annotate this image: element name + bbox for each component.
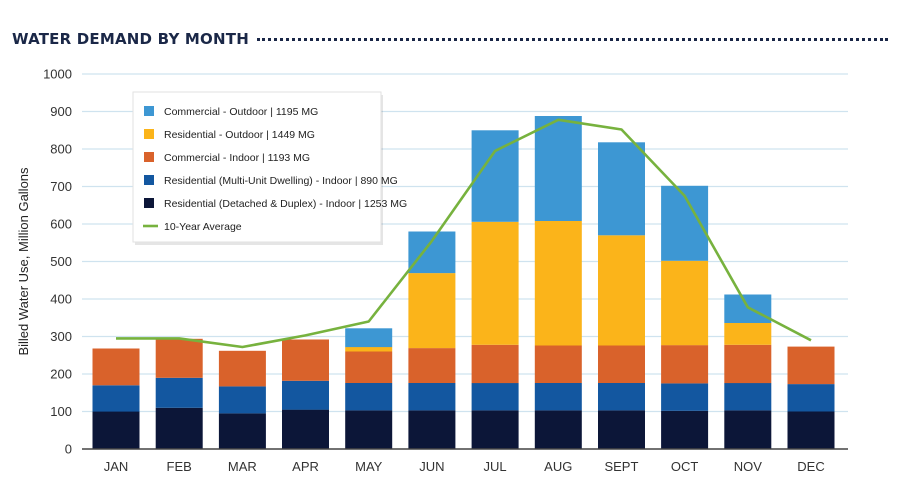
bar-oct-series-3 [661,260,709,346]
chart-title: WATER DEMAND BY MONTH [12,30,249,48]
axes: 0 100 200 300 400 500 600 700 800 900 1000 JAN FEB MA… [16,67,848,474]
legend-swatch-series-4 [144,106,154,116]
x-tick-label-aug: AUG [544,459,572,474]
y-tick-label-1000: 1000 [43,67,72,82]
bar-jun-series-3 [408,273,456,349]
bar-aug-series-4 [534,116,582,221]
x-tick-label-oct: OCT [671,459,699,474]
bar-sept-series-1 [598,383,645,411]
legend-label-average: 10-Year Average [164,221,242,233]
average-line-group [116,118,812,349]
bar-dec-series-1 [787,384,835,412]
y-tick-label-100: 100 [50,404,72,419]
bar-jan-series-0 [92,411,140,449]
bar-oct-series-1 [661,383,709,411]
bar-jul-series-3 [471,221,519,345]
legend-label-series-1: Residential (Multi-Unit Dwelling) - Indo… [164,175,398,187]
y-tick-label-900: 900 [50,104,72,119]
x-tick-label-dec: DEC [797,459,824,474]
bar-may-series-3 [345,347,393,352]
x-tick-label-jul: JUL [484,459,507,474]
legend-label-series-3: Residential - Outdoor | 1449 MG [164,129,315,141]
legend-label-series-4: Commercial - Outdoor | 1195 MG [164,106,318,118]
bar-jul-series-1 [471,383,519,411]
bar-jan-series-1 [92,385,140,412]
bar-jul-series-2 [471,344,519,384]
x-tick-label-nov: NOV [734,459,763,474]
bar-aug-series-3 [534,221,582,346]
bar-sept-series-4 [598,142,645,236]
bar-apr-series-1 [282,380,329,410]
x-tick-label-sept: SEPT [604,459,638,474]
bar-jul-series-4 [471,130,519,222]
bar-feb-series-0 [155,407,203,450]
legend-label-series-2: Commercial - Indoor | 1193 MG [164,152,310,164]
legend-box [132,91,382,243]
bar-sept-series-2 [598,345,645,383]
average-line [116,118,812,349]
bar-nov-series-0 [724,410,772,449]
title-dotted-rule [256,37,888,41]
bar-nov-series-3 [724,323,772,345]
bar-dec-series-0 [787,411,835,449]
y-tick-label-600: 600 [50,217,72,232]
bar-mar-series-0 [218,413,266,449]
bar-sept-series-3 [598,235,645,346]
bar-aug-series-2 [534,345,582,383]
bar-may-series-4 [345,328,393,348]
legend-swatch-series-1 [144,175,154,185]
bar-oct-series-0 [661,410,709,450]
bar-aug-series-0 [534,410,582,449]
x-tick-label-may: MAY [355,459,383,474]
legend: Commercial - Outdoor | 1195 MG Residentia… [132,91,407,245]
x-tick-label-mar: MAR [228,459,257,474]
bar-nov-series-1 [724,383,772,411]
y-tick-label-400: 400 [50,292,72,307]
y-axis-title: Billed Water Use, Million Gallons [16,167,31,356]
y-tick-label-700: 700 [50,179,72,194]
bar-nov-series-2 [724,344,772,384]
x-tick-label-jan: JAN [104,459,129,474]
bar-mar-series-2 [218,350,266,387]
y-tick-label-800: 800 [50,142,72,157]
legend-swatch-series-3 [144,129,154,139]
y-tick-label-300: 300 [50,329,72,344]
legend-label-series-0: Residential (Detached & Duplex) - Indoor… [164,198,407,210]
bar-jun-series-2 [408,348,456,383]
bar-stacks [92,116,835,450]
bar-feb-series-1 [155,377,203,408]
bar-dec-series-2 [787,346,835,385]
bar-sept-series-0 [598,410,645,449]
bar-aug-series-1 [534,383,582,411]
bar-may-series-2 [345,351,393,383]
bar-apr-series-0 [282,409,329,449]
bar-jun-series-1 [408,383,456,411]
x-tick-label-feb: FEB [167,459,192,474]
legend-swatch-series-0 [144,198,154,208]
bar-may-series-1 [345,383,393,411]
bar-apr-series-2 [282,339,329,381]
y-tick-label-200: 200 [50,367,72,382]
x-tick-label-apr: APR [292,459,319,474]
bar-jun-series-4 [408,231,456,274]
y-tick-label-0: 0 [65,442,72,457]
y-tick-label-500: 500 [50,254,72,269]
bar-oct-series-2 [661,345,709,384]
bar-jun-series-0 [408,410,456,449]
bar-feb-series-2 [155,338,203,378]
chart-header: WATER DEMAND BY MONTH [12,28,888,50]
bar-mar-series-1 [218,386,266,414]
bar-may-series-0 [345,410,393,449]
bar-jan-series-2 [92,348,140,386]
x-tick-label-jun: JUN [419,459,444,474]
bar-jul-series-0 [471,410,519,449]
legend-swatch-series-2 [144,152,154,162]
